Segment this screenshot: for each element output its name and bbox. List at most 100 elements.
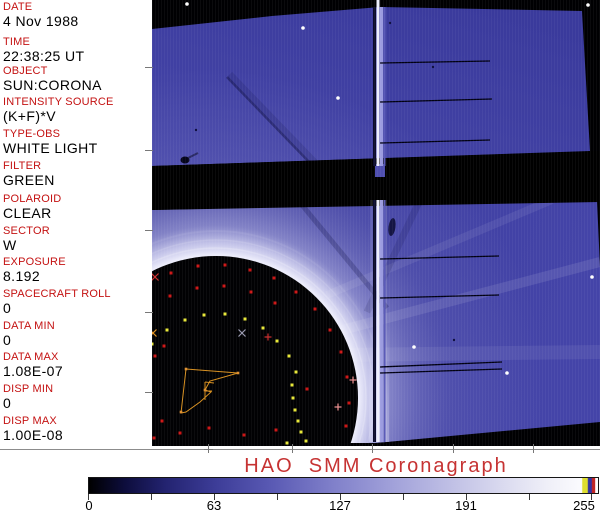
star-dot bbox=[301, 26, 305, 30]
field-label: TIME bbox=[3, 36, 31, 48]
red-fiducial-dot bbox=[168, 294, 172, 298]
field-label: DISP MAX bbox=[3, 415, 57, 427]
red-fiducial-dot bbox=[274, 428, 278, 432]
field-label: POLAROID bbox=[3, 193, 62, 205]
colorbar-label: 63 bbox=[206, 498, 222, 512]
field-value: 1.08E-07 bbox=[3, 363, 64, 379]
red-fiducial-dot bbox=[196, 264, 200, 268]
dark-speck bbox=[431, 65, 435, 69]
orange-fiducial-dot bbox=[203, 388, 207, 392]
colorbar-tick bbox=[591, 494, 592, 500]
star-dot bbox=[185, 2, 189, 6]
red-fiducial-dot bbox=[344, 424, 348, 428]
red-fiducial-dot bbox=[339, 350, 343, 354]
scratch-line bbox=[379, 368, 503, 374]
dark-blemish-tail bbox=[187, 152, 199, 159]
colorbar-tick bbox=[466, 494, 467, 500]
red-fiducial-dot bbox=[294, 290, 298, 294]
vertical-bright-streak bbox=[369, 0, 389, 442]
field-value: (K+F)*V bbox=[3, 108, 56, 124]
scratch-line bbox=[379, 294, 500, 299]
field-label: TYPE-OBS bbox=[3, 128, 61, 140]
yellow-fiducial-dot bbox=[202, 313, 206, 317]
red-fiducial-dot bbox=[248, 268, 252, 272]
field-data-min: DATA MIN 0 bbox=[3, 321, 55, 348]
star-dot bbox=[336, 96, 340, 100]
colorbar-label: 127 bbox=[329, 498, 351, 512]
scratch-line bbox=[379, 139, 491, 144]
image-title: HAO SMM Coronagraph bbox=[244, 455, 508, 477]
red-fiducial-dot bbox=[152, 436, 156, 440]
yellow-fiducial-dot bbox=[287, 354, 291, 358]
bottom-axis-tick bbox=[292, 444, 293, 453]
field-label: DATE bbox=[3, 1, 33, 13]
field-data-max: DATA MAX 1.08E-07 bbox=[3, 352, 63, 379]
red-fiducial-dot bbox=[162, 344, 166, 348]
field-value: W bbox=[3, 237, 17, 253]
red-fiducial-dot bbox=[272, 276, 276, 280]
yellow-fiducial-dot bbox=[285, 441, 289, 445]
colorbar-tick bbox=[214, 494, 215, 500]
field-intensity-source: INTENSITY SOURCE (K+F)*V bbox=[3, 97, 114, 124]
colorbar-label: 191 bbox=[455, 498, 477, 512]
yellow-fiducial-dot bbox=[223, 312, 227, 316]
field-label: OBJECT bbox=[3, 65, 48, 77]
interframe-black-band bbox=[152, 151, 600, 210]
cross-marker bbox=[151, 273, 159, 281]
red-fiducial-dot bbox=[328, 328, 332, 332]
field-sector: SECTOR W bbox=[3, 226, 50, 253]
field-object: OBJECT SUN:CORONA bbox=[3, 66, 102, 93]
field-label: DISP MIN bbox=[3, 383, 54, 395]
field-label: INTENSITY SOURCE bbox=[3, 96, 114, 108]
red-fiducial-dot bbox=[313, 307, 317, 311]
yellow-fiducial-dot bbox=[304, 439, 308, 443]
yellow-fiducial-dot bbox=[299, 430, 303, 434]
yellow-fiducial-dot bbox=[261, 326, 265, 330]
yellow-fiducial-dot bbox=[291, 396, 295, 400]
colorbar-tick bbox=[529, 494, 530, 500]
yellow-fiducial-dot bbox=[275, 339, 279, 343]
yellow-fiducial-dot bbox=[150, 342, 154, 346]
red-fiducial-dot bbox=[305, 387, 309, 391]
star-dot bbox=[590, 275, 594, 279]
colorbar-tick bbox=[88, 494, 89, 500]
field-value: 1.00E-08 bbox=[3, 427, 64, 443]
yellow-fiducial-dot bbox=[165, 328, 169, 332]
bottom-axis-tick bbox=[533, 444, 534, 453]
fiducial-overlay bbox=[149, 2, 594, 445]
colorbar-tick bbox=[277, 494, 278, 500]
red-fiducial-dot bbox=[249, 290, 253, 294]
field-time: TIME 22:38:25 UT bbox=[3, 37, 84, 64]
red-fiducial-dot bbox=[207, 426, 211, 430]
scratch-line bbox=[379, 98, 493, 103]
metadata-panel: DATE 4 Nov 1988 TIME 22:38:25 UT OBJECT SUN… bbox=[0, 0, 152, 449]
field-value: GREEN bbox=[3, 172, 55, 188]
red-fiducial-dot bbox=[273, 301, 277, 305]
red-fiducial-dot bbox=[347, 401, 351, 405]
field-disp-max: DISP MAX 1.00E-08 bbox=[3, 416, 63, 443]
yellow-fiducial-dot bbox=[296, 419, 300, 423]
yellow-fiducial-dot bbox=[294, 370, 298, 374]
red-fiducial-dot bbox=[195, 286, 199, 290]
red-fiducial-dot bbox=[242, 433, 246, 437]
orange-fiducial-dot bbox=[236, 371, 240, 375]
left-axis-tick bbox=[145, 67, 153, 68]
colorbar-tick bbox=[340, 494, 341, 500]
field-spacecraft-roll: SPACECRAFT ROLL 0 bbox=[3, 289, 111, 316]
field-value: 0 bbox=[3, 395, 12, 411]
yellow-fiducial-dot bbox=[290, 383, 294, 387]
coronagraph-image bbox=[74, 0, 600, 512]
field-value: 4 Nov 1988 bbox=[3, 13, 79, 29]
red-fiducial-dot bbox=[160, 419, 164, 423]
left-axis-tick bbox=[145, 230, 153, 231]
red-fiducial-dot bbox=[169, 271, 173, 275]
scratch-line bbox=[379, 60, 491, 64]
field-label: DATA MAX bbox=[3, 351, 59, 363]
bottom-axis-tick-cross bbox=[204, 449, 213, 450]
scratch-line bbox=[379, 255, 500, 260]
bottom-axis-tick bbox=[372, 444, 373, 453]
dark-speck bbox=[452, 338, 456, 342]
left-axis-tick bbox=[145, 392, 153, 393]
field-label: EXPOSURE bbox=[3, 256, 66, 268]
